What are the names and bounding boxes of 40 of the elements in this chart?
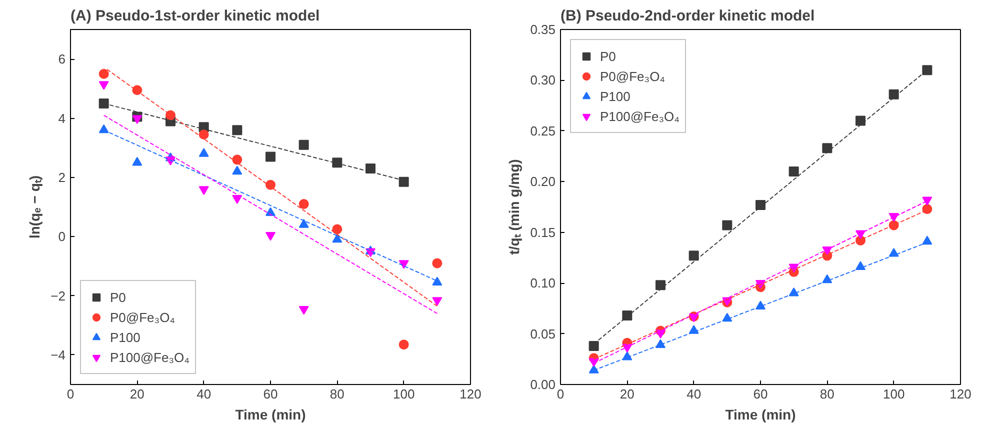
- y-tick-label: −2: [50, 288, 66, 304]
- y-tick-label: −4: [50, 347, 66, 362]
- y-tick-label: 0: [58, 229, 66, 244]
- x-tick-label: 40: [196, 386, 212, 402]
- y-tick-label: 0.00: [530, 377, 556, 392]
- x-tick-label: 40: [686, 386, 702, 402]
- legend-label: P0@Fe₃O₄: [110, 309, 175, 325]
- x-tick-label: 20: [130, 386, 144, 402]
- y-tick-label: 0.05: [530, 326, 556, 342]
- y-tick-label: 0.25: [530, 123, 556, 138]
- legend-label: P0: [600, 48, 617, 64]
- x-tick-label: 80: [330, 386, 344, 402]
- legend-label: P100: [110, 329, 140, 345]
- x-axis-title: Time (min): [725, 406, 796, 422]
- x-tick-label: 100: [882, 386, 905, 402]
- y-tick-label: 0.20: [530, 174, 556, 190]
- y-tick-label: 0.30: [530, 72, 556, 88]
- x-tick-label: 120: [460, 386, 482, 402]
- x-tick-label: 20: [620, 386, 634, 402]
- y-tick-label: 0.15: [530, 224, 556, 240]
- legend-label: P0@Fe₃O₄: [600, 68, 665, 84]
- y-tick-label: 2: [58, 170, 66, 185]
- chart-title: (B) Pseudo-2nd-order kinetic model: [560, 8, 815, 24]
- legend-label: P100@Fe₃O₄: [110, 349, 190, 365]
- y-tick-label: 0.35: [530, 22, 556, 37]
- legend-label: P100@Fe₃O₄: [600, 108, 680, 124]
- y-tick-label: 6: [58, 52, 66, 67]
- y-axis-title: t/qₜ (min g/mg): [506, 159, 522, 255]
- x-tick-label: 120: [950, 386, 972, 402]
- x-tick-label: 60: [263, 386, 278, 402]
- x-axis-title: Time (min): [235, 406, 306, 422]
- chart-title: (A) Pseudo-1st-order kinetic model: [70, 8, 320, 24]
- x-tick-label: 60: [753, 386, 768, 402]
- x-tick-label: 100: [392, 386, 415, 402]
- x-tick-label: 80: [820, 386, 834, 402]
- y-tick-label: 4: [58, 110, 66, 126]
- legend-label: P0: [110, 289, 127, 305]
- legend-label: P100: [600, 88, 630, 104]
- y-tick-label: 0.10: [530, 276, 556, 291]
- y-axis-title: ln(qₑ − qₜ): [26, 175, 43, 239]
